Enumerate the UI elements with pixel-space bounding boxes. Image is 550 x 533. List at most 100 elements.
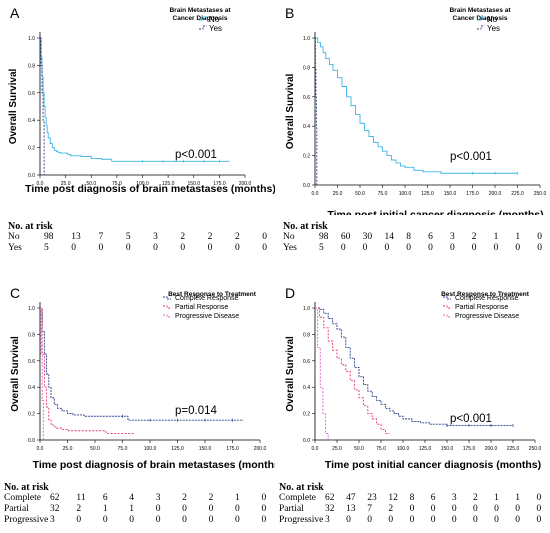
risk-cell-a: 0 <box>180 243 186 253</box>
y-tick-label-b: 0.8 <box>303 65 310 71</box>
y-tick-label-b: 0.0 <box>303 183 310 189</box>
series-line-b-1 <box>315 37 518 174</box>
risk-cell-b: 6 <box>428 232 433 242</box>
panel-letter-b: B <box>285 5 294 21</box>
x-tick-label-c: 0.0 <box>37 446 44 452</box>
x-tick-label-a: 175.0 <box>213 181 226 187</box>
risk-cell-c: 0 <box>261 504 267 514</box>
risk-cell-c: 0 <box>235 504 240 514</box>
risk-table-b: No. at risk No 98 60 30 14 8 6 3 2 1 1 0 Yes 5 0 0 0 0 0 0 0 0… <box>283 221 548 254</box>
x-tick-label-c: 100.0 <box>144 446 157 452</box>
panel-a: A 0.0 0.2 0.4 0.6 0.8 1.0 0.0 25.0 50.0 75.0 100.0 1… <box>0 0 275 260</box>
risk-cell-c: 0 <box>102 515 108 525</box>
risk-cell-a: 7 <box>98 232 104 242</box>
x-tick-label-c: 75.0 <box>118 446 128 452</box>
risk-cell-d: 0 <box>473 515 478 525</box>
risk-title-c: No. at risk <box>4 482 49 493</box>
y-axis-label-d: Overall Survival <box>285 336 296 412</box>
risk-cell-a: 0 <box>234 243 240 253</box>
risk-row-d: Partial 32 13 7 2 0 0 0 0 0 0 0 <box>279 504 547 515</box>
x-axis-label-d: Time post initial cancer diagnosis (mont… <box>325 459 541 471</box>
risk-cell-c: 1 <box>235 493 240 503</box>
risk-cell-d: 8 <box>409 493 415 503</box>
panel-d: D 0.0 0.2 0.4 0.6 0.8 1.0 0.0 25.0 50.0 75.0 100.0 1… <box>275 280 550 533</box>
series-line-c-1 <box>40 307 244 421</box>
risk-cell-a: 0 <box>153 243 158 253</box>
chart-d: D 0.0 0.2 0.4 0.6 0.8 1.0 0.0 25.0 50.0 75.0 100.0 1… <box>285 285 542 471</box>
series-line-c-3 <box>40 307 44 440</box>
risk-title-a: No. at risk <box>8 221 53 232</box>
x-axis-label-a: Time post diagnosis of brain metastases … <box>25 183 275 195</box>
legend-swatch-d <box>443 314 451 318</box>
series-line-d-1 <box>315 307 513 426</box>
y-axis-label-b: Overall Survival <box>285 73 296 149</box>
x-tick-label-d: 250.0 <box>529 446 542 452</box>
risk-cell-b: 1 <box>493 232 499 242</box>
legend-item-a: No <box>209 15 220 24</box>
risk-cell-c: 0 <box>182 504 187 514</box>
risk-cell-d: 7 <box>367 504 373 514</box>
x-tick-label-a: 50.0 <box>86 181 96 187</box>
risk-cell-d: 0 <box>494 515 499 525</box>
risk-cell-a: 13 <box>71 232 81 242</box>
risk-cell-c: 0 <box>261 493 267 503</box>
y-tick-label-c: 0.8 <box>28 332 35 338</box>
risk-cell-a: 0 <box>98 243 104 253</box>
series-line-a-2 <box>40 37 45 175</box>
x-tick-label-b: 175.0 <box>466 191 479 197</box>
y-tick-label-b: 0.2 <box>303 154 310 160</box>
risk-row-c: Progressive 3 0 0 0 0 0 0 0 0 <box>4 515 272 526</box>
x-tick-label-c: 200.0 <box>254 446 267 452</box>
panel-letter-d: D <box>285 285 295 301</box>
x-tick-label-b: 200.0 <box>489 191 502 197</box>
y-tick-label-c: 0.6 <box>28 359 35 365</box>
risk-cell-b: 98 <box>319 232 329 242</box>
legend-swatch-c <box>163 296 171 300</box>
risk-cell-b: 0 <box>406 243 412 253</box>
x-tick-label-b: 225.0 <box>511 191 524 197</box>
y-tick-label-b: 0.6 <box>303 95 310 101</box>
legend-swatch-b <box>477 25 485 30</box>
x-tick-label-d: 0.0 <box>312 446 319 452</box>
risk-cell-d: 0 <box>515 515 521 525</box>
risk-cell-c: 0 <box>261 515 267 525</box>
series-line-d-2 <box>315 307 390 434</box>
risk-cell-b: 0 <box>537 232 542 242</box>
x-tick-label-d: 175.0 <box>463 446 476 452</box>
risk-cell-d: 47 <box>346 493 356 503</box>
risk-cell-d: 0 <box>451 504 457 514</box>
risk-cell-d: 2 <box>473 493 478 503</box>
risk-cell-d: 13 <box>346 504 356 514</box>
legend-swatch-c <box>163 305 171 309</box>
risk-table-d: No. at risk Complete 62 47 23 12 8 6 3 2 1 1 0 Partia… <box>279 482 547 526</box>
risk-row-label-c: Partial <box>4 504 29 514</box>
risk-cell-c: 1 <box>102 504 108 514</box>
x-tick-label-d: 125.0 <box>419 446 432 452</box>
y-tick-label-c: 0.4 <box>28 385 35 391</box>
risk-cell-d: 3 <box>451 493 457 503</box>
risk-cell-b: 0 <box>340 243 346 253</box>
risk-cell-a: 98 <box>44 232 54 242</box>
risk-cell-a: 0 <box>262 232 267 242</box>
legend-item-d: Progressive Disease <box>455 313 519 320</box>
risk-cell-c: 0 <box>155 504 161 514</box>
legend-title-b: Cancer Diagnosis <box>453 15 508 22</box>
p-value-b: p<0.001 <box>450 151 492 163</box>
risk-row-label-a: No <box>8 232 20 242</box>
risk-cell-d: 62 <box>325 493 335 503</box>
risk-cell-d: 0 <box>388 515 394 525</box>
risk-cell-a: 2 <box>180 232 186 242</box>
risk-cell-d: 0 <box>430 504 436 514</box>
x-tick-label-d: 200.0 <box>485 446 498 452</box>
x-tick-label-b: 0.0 <box>312 191 319 197</box>
risk-cell-a: 5 <box>125 232 131 242</box>
x-axis-label-c: Time post diagnosis of brain metastases … <box>33 459 275 471</box>
x-tick-label-c: 175.0 <box>226 446 239 452</box>
legend-item-d: Complete Response <box>455 295 519 302</box>
chart-b: B 0.0 0.2 0.4 0.6 0.8 1.0 0.0 25.0 50.0 75.0 100.0 1… <box>285 5 546 215</box>
legend-title-a: Brain Metastases at <box>169 7 231 14</box>
x-tick-label-a: 25.0 <box>61 181 71 187</box>
x-tick-label-b: 150.0 <box>444 191 457 197</box>
risk-cell-a: 0 <box>262 243 267 253</box>
risk-cell-b: 0 <box>384 243 390 253</box>
